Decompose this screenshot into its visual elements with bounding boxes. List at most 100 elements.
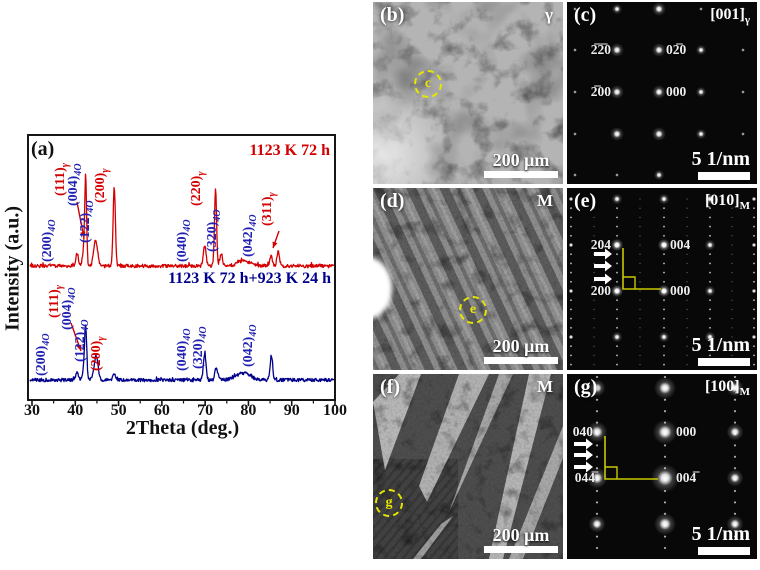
legend-series-1: 1123 K 72 h <box>249 142 330 159</box>
peak-label: (122)4O <box>78 200 96 243</box>
zone-axis-label: [001]γ <box>710 6 750 27</box>
scale-bar-text: 200 μm <box>492 336 550 356</box>
spot-label-200: 2̅00 <box>590 84 611 99</box>
peak-label: (320)4O <box>205 209 223 252</box>
spot-label-020: 02̅0 <box>666 42 687 57</box>
scale-bar: 200 μm <box>484 151 558 178</box>
spot-label-004: 004̅ <box>676 470 697 485</box>
panel-d-tem-micrograph: (d) M e 200 μm <box>373 188 563 370</box>
peak-label: (200)γ <box>89 336 107 372</box>
peak-label: (320)4O <box>191 326 209 369</box>
panel-tag-a: (a) <box>31 138 55 160</box>
panel-c-saed-pattern: (c) [001]γ 2̅2̅0 02̅0 2̅00 000 5 1/nm <box>567 2 757 184</box>
scale-bar-line <box>698 172 750 180</box>
peak-label: (220)γ <box>189 171 207 207</box>
scale-bar: 5 1/nm <box>664 335 750 366</box>
panel-tag-c: (c) <box>574 4 597 26</box>
spot-label-000: 000 <box>666 84 687 99</box>
diffraction-pattern <box>567 374 757 559</box>
scale-bar: 200 μm <box>484 337 558 364</box>
peak-label: (040)4O <box>175 219 193 262</box>
aperture-circle-letter: g <box>385 495 393 510</box>
spot-label-044: 044̅ <box>574 470 595 485</box>
x-tick-label: 70 <box>197 402 214 419</box>
x-tick-label: 50 <box>110 402 127 419</box>
peak-label: (122)4O <box>73 319 91 362</box>
direction-arrow-icon <box>594 260 612 272</box>
panel-tag-f: (f) <box>380 376 400 398</box>
micrograph-texture <box>373 2 563 184</box>
scale-bar-text: 5 1/nm <box>691 523 750 545</box>
zone-axis-label: [100]M <box>704 378 750 399</box>
x-axis-title: 2Theta (deg.) <box>125 417 240 439</box>
direction-arrow-icon <box>574 449 593 461</box>
scale-bar: 5 1/nm <box>664 149 750 180</box>
peak-label: (200)4O <box>34 333 52 376</box>
panel-b-tem-micrograph: (b) γ c 200 μm <box>373 2 563 184</box>
micrograph-texture <box>373 374 563 559</box>
scale-bar-text: 5 1/nm <box>691 334 750 356</box>
scale-bar-text: 200 μm <box>492 525 550 545</box>
scale-bar-line <box>698 358 750 366</box>
panel-tag-e: (e) <box>574 190 597 212</box>
x-tick-label: 90 <box>283 402 300 419</box>
peak-label: (040)4O <box>175 328 193 371</box>
spot-label-000: 000 <box>670 283 691 298</box>
x-tick-label: 100 <box>323 402 347 419</box>
x-tick-label: 80 <box>240 402 257 419</box>
spot-label-004: 004 <box>670 237 691 252</box>
direction-arrow-icon <box>594 248 612 260</box>
crystal-axes-lines <box>622 248 661 290</box>
spot-label-204: 204 <box>590 237 611 252</box>
panel-tag-g: (g) <box>574 376 598 398</box>
peak-label: (200)4O <box>40 219 58 262</box>
direction-arrow-icon <box>574 461 593 473</box>
diffraction-pattern <box>567 188 757 370</box>
direction-arrow-icon <box>594 273 612 285</box>
peak-label: (042)4O <box>241 214 259 257</box>
aperture-circle-e: e <box>459 296 487 324</box>
aperture-circle-letter: e <box>469 302 477 317</box>
legend-series-2: 1123 K 72 h+923 K 24 h <box>168 270 331 287</box>
phase-label-gamma: γ <box>545 5 553 24</box>
scale-bar-line <box>484 171 558 178</box>
scale-bar: 5 1/nm <box>664 524 750 555</box>
panel-f-tem-micrograph: (f) M g 200 μm <box>373 374 563 559</box>
scale-bar-text: 5 1/nm <box>691 148 750 170</box>
x-tick-label: 40 <box>67 402 84 419</box>
scale-bar-line <box>484 357 558 364</box>
scale-bar-line <box>698 547 750 555</box>
spot-label-040: 040 <box>572 424 593 439</box>
panel-tag-b: (b) <box>380 4 405 26</box>
panel-e-saed-pattern: (e) [010]M 204 004 200 000 5 1/nm <box>567 188 757 370</box>
panel-tag-d: (d) <box>380 190 405 212</box>
aperture-circle-c: c <box>414 70 442 98</box>
right-angle-marker <box>605 466 618 479</box>
diffraction-pattern <box>567 2 757 184</box>
direction-arrow-icon <box>574 438 593 450</box>
scale-bar: 200 μm <box>484 526 558 553</box>
peak-label: (200)γ <box>93 168 111 204</box>
x-tick-label: 60 <box>153 402 170 419</box>
x-tick-label: 30 <box>24 402 40 419</box>
peak-label: (311)γ <box>260 192 278 226</box>
aperture-circle-g: g <box>375 489 403 517</box>
spot-label-200: 200 <box>590 283 611 298</box>
aperture-circle-letter: c <box>424 76 432 91</box>
spot-label-220: 2̅2̅0 <box>590 42 611 57</box>
peak-label: (042)4O <box>241 324 259 367</box>
spot-label-000: 000 <box>676 424 697 439</box>
phase-label-martensite: M <box>536 191 553 210</box>
phase-label-martensite: M <box>536 377 553 396</box>
xrd-plot <box>27 134 336 406</box>
y-axis-title: Intensity (a.u.) <box>1 206 24 332</box>
micrograph-texture <box>373 188 563 370</box>
right-angle-marker <box>623 276 636 289</box>
panel-g-saed-pattern: (g) [100]M 040 000 044̅ 004̅ 5 1/nm <box>567 374 757 559</box>
scale-bar-text: 200 μm <box>492 150 550 170</box>
scale-bar-line <box>484 546 558 553</box>
sample-hole <box>373 257 392 319</box>
crystal-axes-lines <box>604 436 658 480</box>
